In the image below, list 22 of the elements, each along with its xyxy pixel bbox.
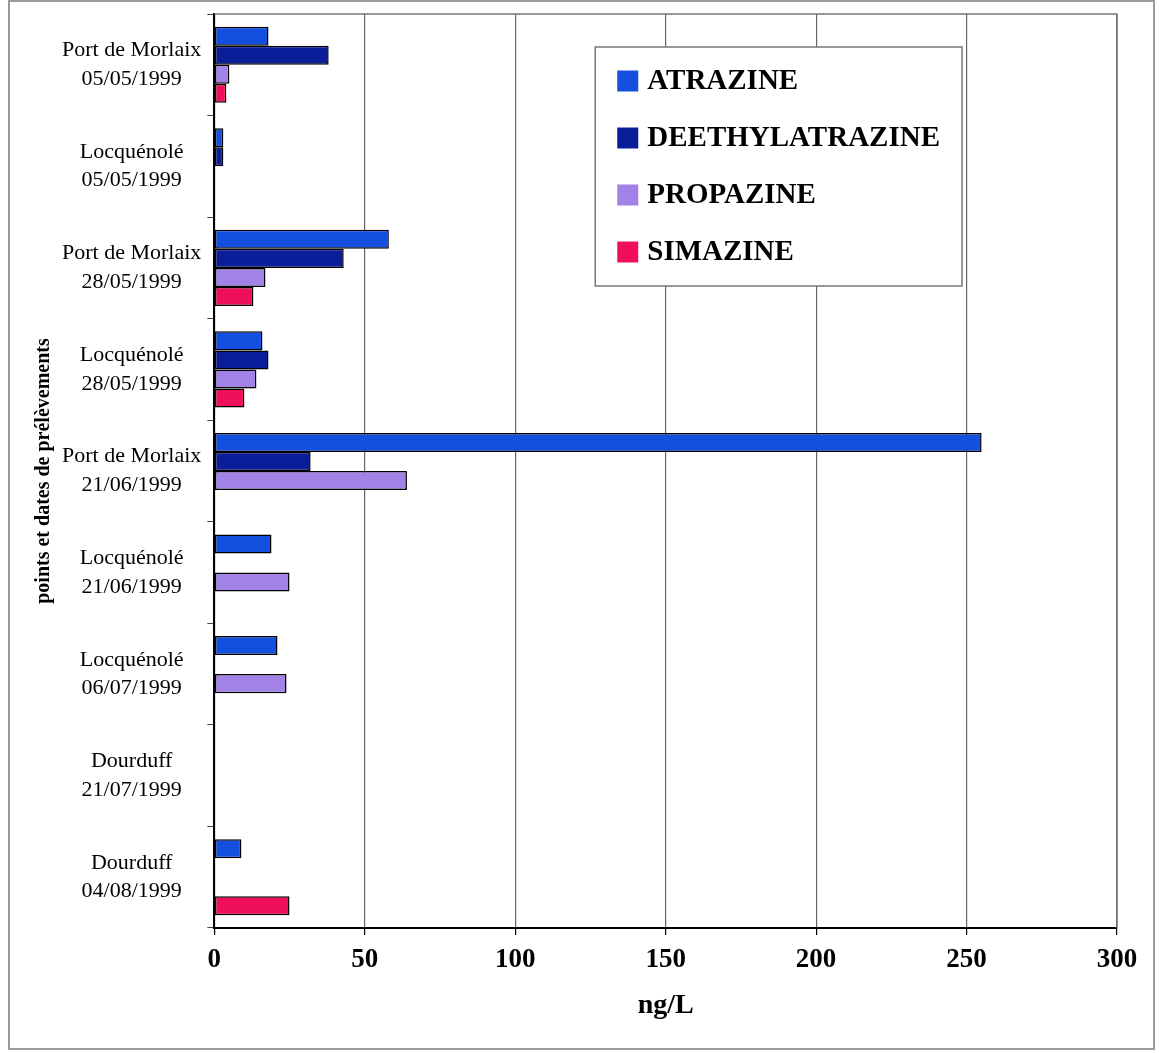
y-axis-title: points et dates de prélèvements xyxy=(31,338,55,604)
legend-label: SIMAZINE xyxy=(647,234,794,267)
y-tick-label: Locquénolé 21/06/1999 xyxy=(79,544,184,598)
x-tick-label: 100 xyxy=(494,943,536,974)
y-tick-label: Port de Morlaix 05/05/1999 xyxy=(61,36,202,90)
x-tick-label: 150 xyxy=(645,943,686,974)
x-tick-label: 50 xyxy=(351,943,379,974)
y-tick-label: Dourduff 21/07/1999 xyxy=(81,747,182,801)
y-tick-label: Locquénolé 06/07/1999 xyxy=(79,645,184,700)
y-tick-label: Locquénolé 28/05/1999 xyxy=(79,340,184,395)
legend-label: ATRAZINE xyxy=(647,63,799,96)
y-tick-label: Locquénolé 05/05/1999 xyxy=(79,137,184,192)
legend-label: DEETHYLATRAZINE xyxy=(647,120,940,153)
x-tick-label: 250 xyxy=(946,943,987,974)
legend-label: PROPAZINE xyxy=(647,177,816,210)
y-tick-label: Port de Morlaix 28/05/1999 xyxy=(61,239,202,293)
x-tick-label: 200 xyxy=(795,943,837,974)
x-tick-label: 300 xyxy=(1096,943,1138,974)
x-axis-title: ng/L xyxy=(637,988,694,1020)
x-tick-label: 0 xyxy=(207,943,222,974)
y-tick-label: Dourduff 04/08/1999 xyxy=(81,848,182,903)
y-tick-label: Port de Morlaix 21/06/1999 xyxy=(61,442,202,497)
